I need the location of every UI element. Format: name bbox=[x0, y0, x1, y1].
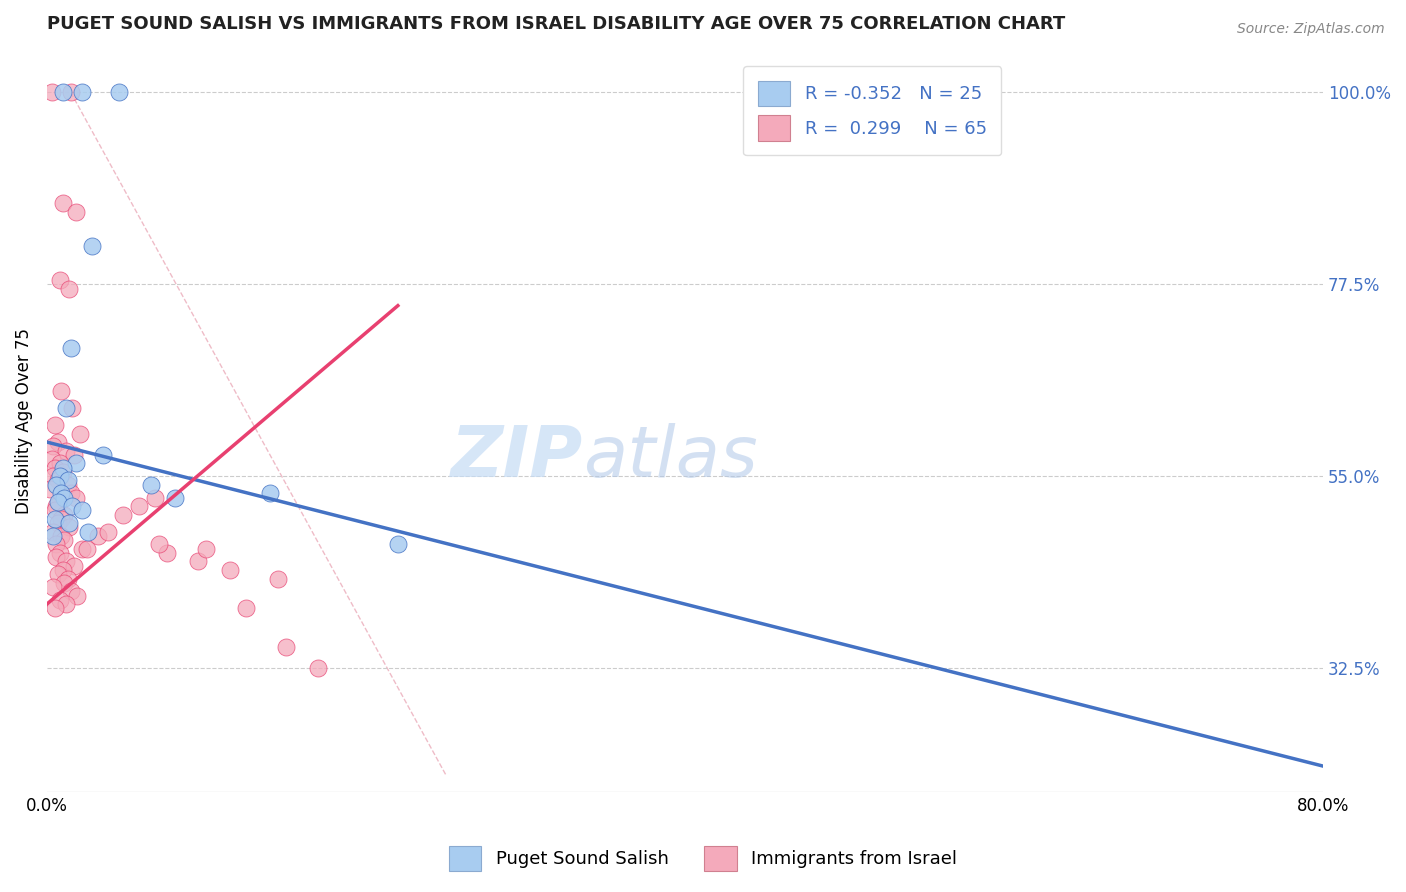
Point bbox=[65, 204, 87, 219]
Point bbox=[42, 580, 65, 594]
Point bbox=[187, 554, 209, 568]
Point bbox=[69, 426, 91, 441]
Point bbox=[70, 541, 93, 556]
Point bbox=[52, 460, 75, 475]
Point bbox=[53, 491, 76, 505]
Point bbox=[148, 537, 170, 551]
Point bbox=[112, 508, 135, 522]
Point bbox=[53, 508, 76, 522]
Point bbox=[52, 563, 75, 577]
Point bbox=[267, 572, 290, 586]
Point bbox=[48, 457, 70, 471]
Point bbox=[46, 435, 69, 450]
Point bbox=[58, 282, 80, 296]
Point bbox=[59, 486, 82, 500]
Point bbox=[58, 520, 80, 534]
Point bbox=[42, 439, 65, 453]
Text: Source: ZipAtlas.com: Source: ZipAtlas.com bbox=[1237, 22, 1385, 37]
Point bbox=[48, 273, 70, 287]
Point bbox=[76, 541, 98, 556]
Point bbox=[52, 465, 75, 479]
Point bbox=[145, 491, 167, 505]
Point bbox=[42, 524, 65, 539]
Point bbox=[56, 477, 79, 491]
Point bbox=[155, 546, 177, 560]
Text: ZIP: ZIP bbox=[451, 424, 583, 492]
Point bbox=[51, 512, 73, 526]
Point bbox=[58, 516, 80, 530]
Point bbox=[65, 457, 87, 471]
Point bbox=[63, 558, 86, 573]
Point bbox=[91, 448, 114, 462]
Point bbox=[46, 474, 69, 488]
Point bbox=[63, 448, 86, 462]
Point bbox=[42, 469, 65, 483]
Point bbox=[387, 537, 409, 551]
Point bbox=[46, 567, 69, 582]
Point bbox=[46, 495, 69, 509]
Point bbox=[62, 401, 84, 415]
Point bbox=[44, 601, 66, 615]
Point bbox=[48, 495, 70, 509]
Point bbox=[107, 86, 129, 100]
Text: atlas: atlas bbox=[583, 424, 758, 492]
Point bbox=[62, 499, 84, 513]
Point bbox=[59, 584, 82, 599]
Point bbox=[51, 384, 73, 398]
Point bbox=[39, 482, 62, 496]
Point bbox=[77, 524, 100, 539]
Point bbox=[48, 592, 70, 607]
Point bbox=[259, 486, 281, 500]
Point bbox=[70, 86, 93, 100]
Point bbox=[55, 597, 77, 611]
Point bbox=[56, 474, 79, 488]
Point bbox=[219, 563, 242, 577]
Text: PUGET SOUND SALISH VS IMMIGRANTS FROM ISRAEL DISABILITY AGE OVER 75 CORRELATION : PUGET SOUND SALISH VS IMMIGRANTS FROM IS… bbox=[46, 15, 1066, 33]
Point bbox=[53, 533, 76, 548]
Point bbox=[45, 477, 67, 491]
Y-axis label: Disability Age Over 75: Disability Age Over 75 bbox=[15, 327, 32, 514]
Point bbox=[55, 401, 77, 415]
Legend: Puget Sound Salish, Immigrants from Israel: Puget Sound Salish, Immigrants from Isra… bbox=[441, 838, 965, 879]
Point bbox=[46, 516, 69, 530]
Point bbox=[59, 341, 82, 355]
Point bbox=[56, 572, 79, 586]
Point bbox=[48, 469, 70, 483]
Point bbox=[55, 443, 77, 458]
Point bbox=[96, 524, 118, 539]
Point bbox=[53, 575, 76, 590]
Point bbox=[55, 554, 77, 568]
Point bbox=[307, 661, 329, 675]
Point bbox=[44, 503, 66, 517]
Point bbox=[276, 640, 298, 654]
Point bbox=[45, 537, 67, 551]
Legend: R = -0.352   N = 25, R =  0.299    N = 65: R = -0.352 N = 25, R = 0.299 N = 65 bbox=[744, 66, 1001, 155]
Point bbox=[59, 86, 82, 100]
Point bbox=[87, 529, 110, 543]
Point bbox=[45, 499, 67, 513]
Point bbox=[51, 529, 73, 543]
Point bbox=[44, 417, 66, 432]
Point bbox=[66, 589, 89, 603]
Point bbox=[139, 477, 162, 491]
Point bbox=[80, 239, 103, 253]
Point bbox=[42, 529, 65, 543]
Point bbox=[45, 550, 67, 565]
Point bbox=[41, 86, 63, 100]
Point bbox=[235, 601, 257, 615]
Point bbox=[52, 196, 75, 211]
Point bbox=[195, 541, 218, 556]
Point bbox=[51, 486, 73, 500]
Point bbox=[163, 491, 186, 505]
Point bbox=[41, 452, 63, 467]
Point bbox=[48, 546, 70, 560]
Point bbox=[70, 503, 93, 517]
Point bbox=[52, 86, 75, 100]
Point bbox=[44, 512, 66, 526]
Point bbox=[44, 460, 66, 475]
Point bbox=[65, 491, 87, 505]
Point bbox=[128, 499, 150, 513]
